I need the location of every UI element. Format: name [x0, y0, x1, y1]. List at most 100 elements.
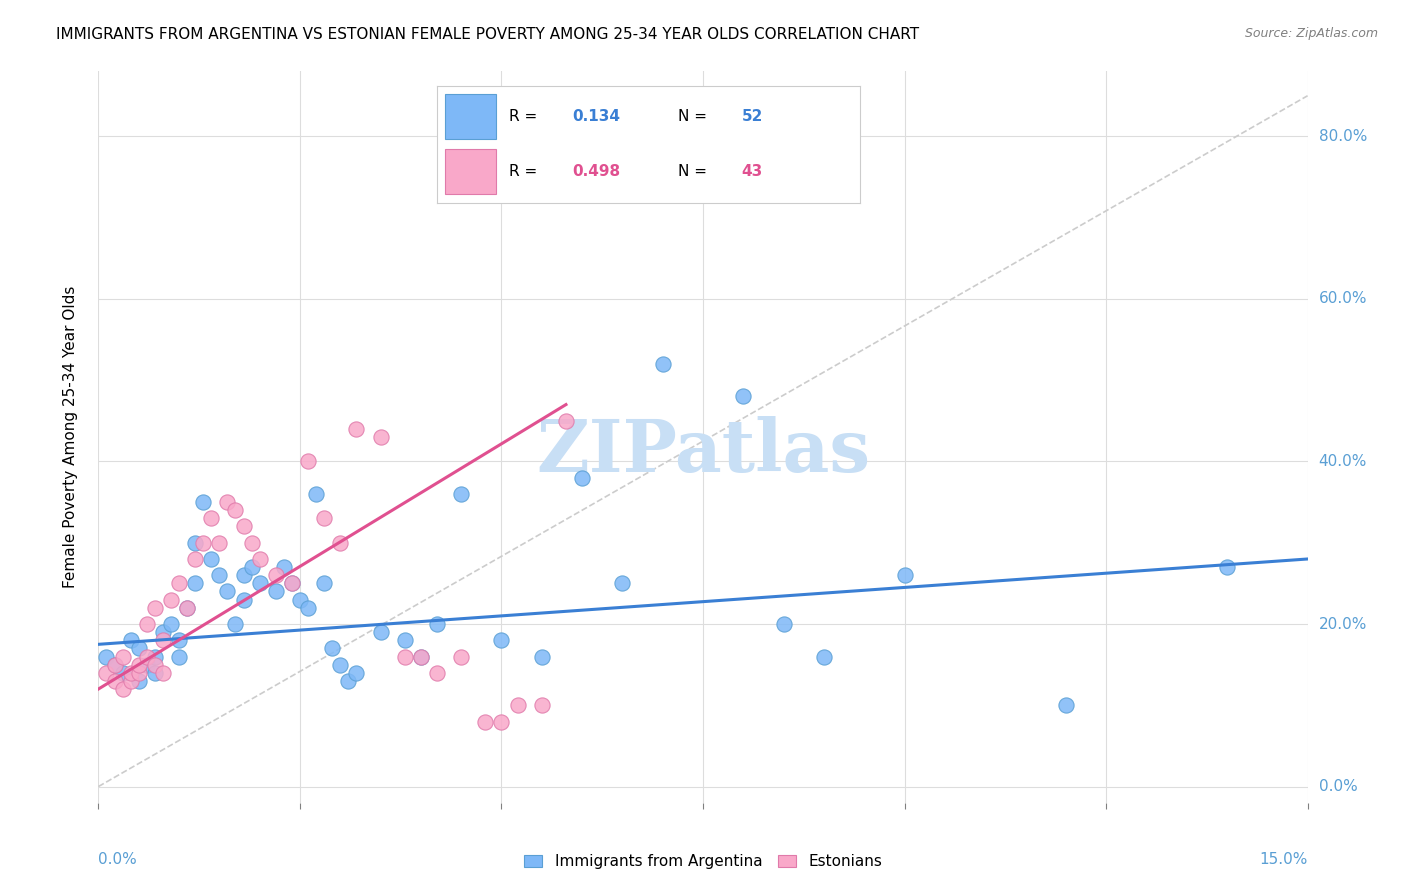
Text: 15.0%: 15.0%	[1260, 852, 1308, 866]
Point	[651, 357, 673, 371]
Point	[314, 576, 336, 591]
Point	[208, 535, 231, 549]
Point	[305, 487, 328, 501]
Point	[103, 657, 125, 672]
Text: ZIPatlas: ZIPatlas	[536, 417, 870, 487]
Point	[281, 576, 304, 591]
Text: 0.0%: 0.0%	[98, 852, 138, 866]
Point	[314, 511, 336, 525]
Point	[264, 584, 287, 599]
Point	[530, 698, 553, 713]
Point	[193, 535, 215, 549]
Point	[1216, 560, 1239, 574]
Point	[329, 657, 352, 672]
Point	[394, 633, 416, 648]
Point	[143, 649, 166, 664]
Point	[135, 649, 157, 664]
Point	[733, 389, 755, 403]
Point	[772, 617, 794, 632]
Point	[249, 576, 271, 591]
Point	[120, 633, 142, 648]
Point	[143, 657, 166, 672]
Legend: Immigrants from Argentina, Estonians: Immigrants from Argentina, Estonians	[517, 848, 889, 875]
Point	[217, 584, 239, 599]
Point	[409, 649, 432, 664]
Point	[394, 649, 416, 664]
Point	[571, 471, 593, 485]
Point	[152, 665, 174, 680]
Point	[530, 649, 553, 664]
Point	[184, 535, 207, 549]
Point	[160, 592, 183, 607]
Point	[370, 430, 392, 444]
Point	[96, 665, 118, 680]
Point	[111, 665, 134, 680]
Point	[184, 576, 207, 591]
Point	[167, 649, 190, 664]
Point	[128, 657, 150, 672]
Text: 20.0%: 20.0%	[1319, 616, 1367, 632]
Point	[120, 673, 142, 688]
Text: 60.0%: 60.0%	[1319, 292, 1367, 307]
Point	[160, 617, 183, 632]
Point	[474, 714, 496, 729]
Point	[208, 568, 231, 582]
Point	[176, 600, 198, 615]
Point	[506, 698, 529, 713]
Point	[329, 535, 352, 549]
Point	[184, 552, 207, 566]
Point	[337, 673, 360, 688]
Point	[232, 519, 254, 533]
Point	[321, 641, 343, 656]
Text: Source: ZipAtlas.com: Source: ZipAtlas.com	[1244, 27, 1378, 40]
Point	[176, 600, 198, 615]
Point	[217, 495, 239, 509]
Text: IMMIGRANTS FROM ARGENTINA VS ESTONIAN FEMALE POVERTY AMONG 25-34 YEAR OLDS CORRE: IMMIGRANTS FROM ARGENTINA VS ESTONIAN FE…	[56, 27, 920, 42]
Point	[1054, 698, 1077, 713]
Point	[135, 657, 157, 672]
Point	[273, 560, 295, 574]
Point	[264, 568, 287, 582]
Point	[281, 576, 304, 591]
Point	[128, 641, 150, 656]
Point	[111, 681, 134, 696]
Point	[813, 649, 835, 664]
Point	[240, 535, 263, 549]
Point	[152, 625, 174, 640]
Text: 0.0%: 0.0%	[1319, 779, 1357, 794]
Point	[120, 665, 142, 680]
Point	[111, 649, 134, 664]
Point	[426, 617, 449, 632]
Point	[167, 633, 190, 648]
Point	[409, 649, 432, 664]
Point	[426, 665, 449, 680]
Point	[450, 487, 472, 501]
Point	[103, 657, 125, 672]
Point	[232, 568, 254, 582]
Point	[200, 511, 222, 525]
Point	[232, 592, 254, 607]
Point	[249, 552, 271, 566]
Point	[143, 665, 166, 680]
Point	[450, 649, 472, 664]
Point	[893, 568, 915, 582]
Point	[103, 673, 125, 688]
Point	[297, 600, 319, 615]
Point	[135, 617, 157, 632]
Y-axis label: Female Poverty Among 25-34 Year Olds: Female Poverty Among 25-34 Year Olds	[63, 286, 77, 588]
Point	[224, 617, 246, 632]
Text: 80.0%: 80.0%	[1319, 128, 1367, 144]
Point	[96, 649, 118, 664]
Point	[200, 552, 222, 566]
Point	[288, 592, 311, 607]
Point	[128, 665, 150, 680]
Point	[128, 673, 150, 688]
Point	[555, 414, 578, 428]
Point	[612, 576, 634, 591]
Point	[491, 714, 513, 729]
Point	[143, 600, 166, 615]
Point	[344, 422, 367, 436]
Text: 40.0%: 40.0%	[1319, 454, 1367, 469]
Point	[224, 503, 246, 517]
Point	[491, 633, 513, 648]
